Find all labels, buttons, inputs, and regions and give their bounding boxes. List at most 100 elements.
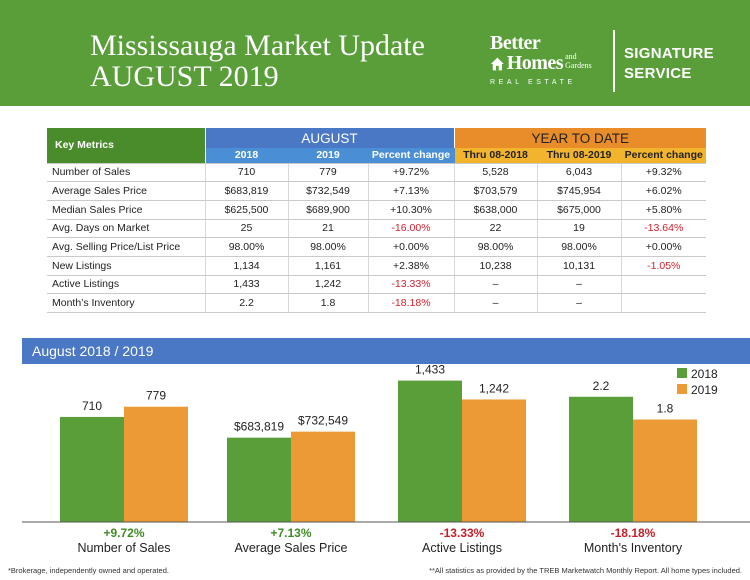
metric-label: Month’s Inventory bbox=[47, 293, 206, 313]
table-row: New Listings 1,134 1,161 +2.38% 10,238 10,131… bbox=[47, 256, 706, 276]
table-cell: 21 bbox=[288, 219, 369, 239]
brand-logo: Better Homes and Gardens REAL ESTATE bbox=[490, 32, 602, 86]
table-cell: 1,242 bbox=[288, 275, 369, 295]
table-row: Number of Sales 710 779 +9.72% 5,528 6,043 +9.… bbox=[47, 163, 706, 183]
table-cell: $689,900 bbox=[288, 200, 369, 220]
table-cell: 1,433 bbox=[205, 275, 289, 295]
table-cell: 25 bbox=[205, 219, 289, 239]
col-header: Thru 08-2019 bbox=[537, 148, 622, 164]
table-cell: 22 bbox=[454, 219, 538, 239]
col-header: Thru 08-2018 bbox=[454, 148, 538, 164]
table-cell: -13.64% bbox=[621, 219, 706, 239]
key-metrics-header: Key Metrics bbox=[47, 128, 206, 164]
table-cell: $703,579 bbox=[454, 181, 538, 201]
table-cell: +5.80% bbox=[621, 200, 706, 220]
table-cell: 98.00% bbox=[454, 237, 538, 257]
category-label: Average Sales Price bbox=[234, 541, 347, 555]
house-icon bbox=[490, 57, 504, 71]
table-cell: 10,131 bbox=[537, 256, 622, 276]
brand-divider bbox=[613, 30, 615, 92]
chart-section-title: August 2018 / 2019 bbox=[32, 343, 154, 359]
signature-service: SIGNATURE SERVICE bbox=[624, 44, 714, 84]
bar-value-label: 2.2 bbox=[593, 379, 610, 393]
table-cell: $732,549 bbox=[288, 181, 369, 201]
table-cell: 1,134 bbox=[205, 256, 289, 276]
table-row: Median Sales Price $625,500 $689,900 +10.30… bbox=[47, 200, 706, 220]
header-banner: Mississauga Market Update AUGUST 2019 Be… bbox=[0, 0, 750, 106]
legend-swatch-2019 bbox=[677, 384, 687, 394]
category-label: Month's Inventory bbox=[584, 541, 683, 555]
bar-2019 bbox=[291, 431, 355, 522]
percent-change-label: +7.13% bbox=[270, 526, 311, 540]
table-cell: $638,000 bbox=[454, 200, 538, 220]
table-row: Active Listings 1,433 1,242 -13.33% – – bbox=[47, 275, 706, 295]
bar-value-label: 1,242 bbox=[479, 381, 509, 395]
bar-2019 bbox=[462, 399, 526, 522]
table-cell: $745,954 bbox=[537, 181, 622, 201]
table-cell: $675,000 bbox=[537, 200, 622, 220]
table-cell: -1.05% bbox=[621, 256, 706, 276]
table-cell: +9.32% bbox=[621, 163, 706, 183]
table-body: Number of Sales 710 779 +9.72% 5,528 6,043 +9.… bbox=[47, 163, 706, 313]
brand-better: Better bbox=[490, 32, 541, 54]
table-cell: +2.38% bbox=[368, 256, 455, 276]
table-cell: – bbox=[537, 275, 622, 295]
august-header: AUGUST bbox=[205, 128, 455, 148]
table-cell: $683,819 bbox=[205, 181, 289, 201]
percent-change-label: -18.18% bbox=[611, 526, 656, 540]
table-cell: – bbox=[537, 293, 622, 313]
table-cell: +9.72% bbox=[368, 163, 455, 183]
bar-2018 bbox=[60, 416, 124, 522]
table-cell: -16.00% bbox=[368, 219, 455, 239]
title-line-1: Mississauga Market Update bbox=[90, 29, 425, 62]
table-cell: 710 bbox=[205, 163, 289, 183]
table-cell: -18.18% bbox=[368, 293, 455, 313]
table-cell: +0.00% bbox=[621, 237, 706, 257]
table-cell: – bbox=[454, 293, 538, 313]
bar-value-label: 1,433 bbox=[415, 364, 445, 377]
metric-label: Median Sales Price bbox=[47, 200, 206, 220]
table-cell: 98.00% bbox=[205, 237, 289, 257]
title-line-2: AUGUST 2019 bbox=[90, 60, 279, 93]
table-cell: 10,238 bbox=[454, 256, 538, 276]
key-metrics-table: Key Metrics AUGUST YEAR TO DATE 2018 201… bbox=[47, 128, 706, 313]
table-cell bbox=[621, 293, 706, 313]
table-row: Avg. Selling Price/List Price 98.00% 98.00… bbox=[47, 237, 706, 257]
table-cell: +0.00% bbox=[368, 237, 455, 257]
bar-2019 bbox=[124, 406, 188, 522]
bar-value-label: 779 bbox=[146, 389, 166, 403]
table-cell: +10.30% bbox=[368, 200, 455, 220]
table-cell: 779 bbox=[288, 163, 369, 183]
table-cell: 98.00% bbox=[288, 237, 369, 257]
col-header: Percent change bbox=[621, 148, 706, 164]
bar-2018 bbox=[398, 380, 462, 522]
metric-label: Avg. Days on Market bbox=[47, 219, 206, 239]
table-row: Avg. Days on Market 25 21 -16.00% 22 19 -13.64… bbox=[47, 219, 706, 239]
table-cell bbox=[621, 275, 706, 295]
category-label: Active Listings bbox=[422, 541, 502, 555]
ytd-header: YEAR TO DATE bbox=[454, 128, 706, 148]
col-header: 2018 bbox=[205, 148, 289, 164]
footer-disclaimer: *Brokerage, independently owned and oper… bbox=[8, 566, 169, 575]
chart-section-header: August 2018 / 2019 bbox=[22, 338, 750, 364]
bar-2018 bbox=[569, 396, 633, 522]
table-cell: 5,528 bbox=[454, 163, 538, 183]
signature-label: SIGNATURE bbox=[624, 45, 714, 62]
table-cell: +6.02% bbox=[621, 181, 706, 201]
brand-and-gardens: and Gardens bbox=[565, 52, 592, 70]
percent-change-label: -13.33% bbox=[440, 526, 485, 540]
metric-label: Number of Sales bbox=[47, 163, 206, 183]
legend-swatch-2018 bbox=[677, 368, 687, 378]
table-cell: 6,043 bbox=[537, 163, 622, 183]
category-label: Number of Sales bbox=[77, 541, 170, 555]
table-cell: – bbox=[454, 275, 538, 295]
bar-value-label: $683,819 bbox=[234, 420, 284, 434]
metric-label: Active Listings bbox=[47, 275, 206, 295]
metric-label: Average Sales Price bbox=[47, 181, 206, 201]
bar-value-label: 710 bbox=[82, 399, 102, 413]
legend-label: 2019 bbox=[691, 383, 718, 397]
brand-homes: Homes bbox=[506, 52, 564, 74]
col-header: 2019 bbox=[288, 148, 369, 164]
bar-value-label: $732,549 bbox=[298, 414, 348, 428]
page-title: Mississauga Market Update AUGUST 2019 bbox=[90, 30, 425, 92]
